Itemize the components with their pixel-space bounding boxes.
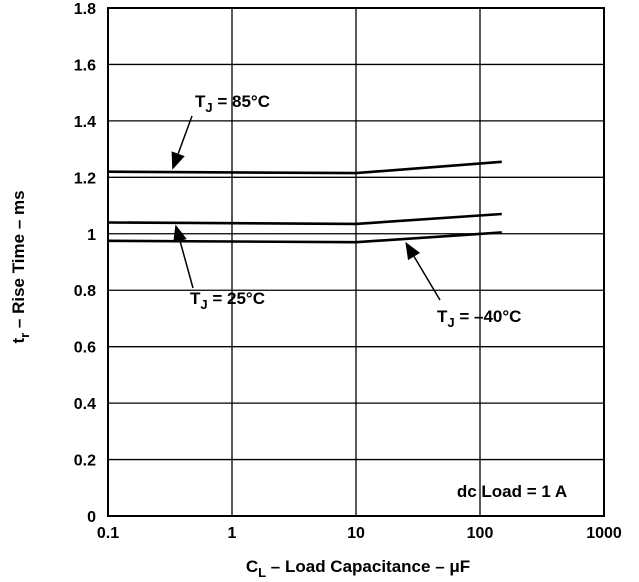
axis-labels: CL – Load Capacitance – μF tr – Rise Time… (9, 190, 470, 580)
y-tick-label: 1.8 (74, 1, 96, 18)
y-tick-label: 1.6 (74, 57, 96, 74)
y-tick-label: 0 (87, 509, 96, 526)
annotation-arrow-shaft (177, 115, 193, 154)
x-tick-label: 0.1 (97, 525, 119, 542)
annotation-label: TJ = 25°C (190, 289, 265, 312)
annotation-arrowhead (405, 241, 421, 261)
x-axis-label: CL – Load Capacitance – μF (246, 557, 470, 580)
y-tick-label: 1.4 (74, 114, 96, 131)
series-line (107, 231, 502, 244)
x-tick-label: 1 (228, 525, 237, 542)
plot-frame (107, 7, 605, 517)
annotation-label: TJ = 85°C (195, 92, 270, 115)
annotation-arrow-shaft (413, 256, 441, 301)
y-tick-label: 0.2 (74, 453, 96, 470)
annotations: TJ = 85°C TJ = 25°C TJ = –40°C (171, 92, 521, 330)
y-tick-label: 1 (87, 227, 96, 244)
annotation-arrowhead (171, 151, 185, 170)
y-tick-label: 0.8 (74, 283, 96, 300)
annotation-arrowhead (173, 224, 187, 243)
series-lines (107, 160, 502, 244)
x-tick-label: 10 (347, 525, 365, 542)
y-axis-label: tr – Rise Time – ms (9, 190, 32, 343)
series-line (107, 212, 502, 226)
x-tick-label: 1000 (586, 525, 622, 542)
series-line (107, 160, 502, 175)
y-tick-label: 1.2 (74, 170, 96, 187)
annotation-label: TJ = –40°C (437, 307, 521, 330)
grid (107, 7, 605, 517)
y-tick-label: 0.4 (74, 396, 96, 413)
tick-labels: 0.1 1 10 100 1000 0 0.2 0.4 0.6 0.8 1 1.2 1.4 1.6 1.8 (74, 1, 622, 542)
x-tick-label: 100 (467, 525, 494, 542)
y-tick-label: 0.6 (74, 340, 96, 357)
dc-load-note: dc Load = 1 A (457, 482, 567, 501)
annotation-arrow-shaft (179, 240, 194, 289)
